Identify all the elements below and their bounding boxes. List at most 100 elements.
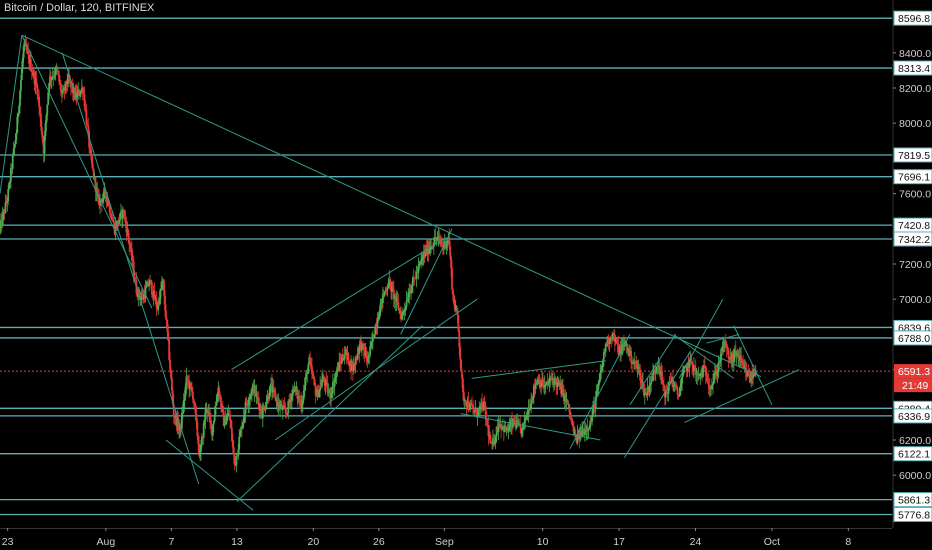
trend-line[interactable] [21,34,762,378]
candle-body [30,59,32,71]
candle-body [311,373,314,377]
candle-body [177,418,180,430]
candle-body [495,427,498,437]
candle-body [704,368,707,376]
candle-body [45,114,48,124]
candle-body [678,395,681,397]
candle-body [740,356,743,362]
candle-body [381,293,384,304]
candle-body [500,424,503,430]
candle-body [283,406,286,409]
candle-body [469,402,472,410]
candle-body [733,352,735,362]
trend-line[interactable] [733,325,773,406]
candle-body [516,420,519,424]
candle-body [324,380,327,386]
candle-body [651,376,653,381]
candle-body [484,405,487,419]
trend-line[interactable] [231,237,447,371]
trend-line[interactable] [569,334,631,450]
candle-body [33,72,36,85]
candle-body [696,373,699,376]
candle-body [266,395,269,402]
level-label-box [893,446,932,462]
candle-body [95,188,98,192]
candle-body [470,402,473,406]
candle-body [35,78,38,85]
candle-body [241,427,243,429]
candle-body [609,337,612,343]
candle-body [118,220,121,224]
candle-body [532,397,534,400]
candle-body [387,286,390,289]
candle-body [413,278,416,280]
candle-body [170,377,173,391]
candle-body [526,414,529,416]
candle-body [595,390,598,398]
candle-body [129,244,131,248]
trend-line[interactable] [684,369,800,423]
candle-body [375,324,378,327]
candle-body [18,105,20,114]
candle-body [79,94,81,96]
candle-body [38,96,41,107]
trend-line[interactable] [274,298,478,441]
candle-body [340,362,342,364]
candle-body [673,384,676,386]
candle-body [383,291,386,296]
candle-body [386,288,389,291]
trend-line[interactable] [706,333,740,344]
candle-body [362,344,365,351]
level-label-box [893,506,932,522]
candle-body [460,359,463,372]
candle-body [218,387,221,396]
countdown-tag [894,378,932,393]
trend-line[interactable] [236,325,423,502]
candle-body [140,297,143,299]
candle-body [677,394,680,396]
candle-body [10,167,13,169]
candle-body [245,401,248,405]
candle-body [691,361,694,365]
trend-line[interactable] [471,360,607,379]
candle-body [719,360,722,363]
candle-body [702,368,704,377]
candle-body [269,385,272,397]
x-tick-label: 17 [613,536,625,548]
candle-body [394,295,397,302]
candle-body [581,431,583,436]
candle-body [662,380,664,385]
candle-body [130,247,132,249]
candle-body [221,406,223,408]
candle-body [92,168,95,179]
candle-body [346,352,349,356]
candle-body [542,379,544,388]
candle-body [329,391,332,399]
candle-body [50,78,53,81]
candle-body [534,383,537,389]
candle-body [718,362,721,364]
candle-body [351,364,353,371]
candle-body [632,363,634,365]
trend-line[interactable] [629,334,677,406]
trend-line[interactable] [61,52,200,485]
trend-line[interactable] [21,34,153,309]
candle-body [587,429,590,431]
candle-body [612,333,615,337]
trend-line[interactable] [400,228,453,335]
candle-body [302,390,305,400]
candle-body [378,315,381,320]
trend-line[interactable] [165,439,254,511]
y-tick-label: 6200.0 [899,435,931,447]
trend-line[interactable] [673,333,734,379]
candle-body [491,443,493,445]
level-label: 7819.5 [898,150,930,162]
trend-line[interactable] [624,351,691,458]
candle-body [720,349,723,361]
candle-body [511,421,513,428]
candle-body [422,252,425,258]
candle-body [410,290,412,294]
trend-line[interactable] [678,298,724,379]
trend-line[interactable] [0,35,23,194]
